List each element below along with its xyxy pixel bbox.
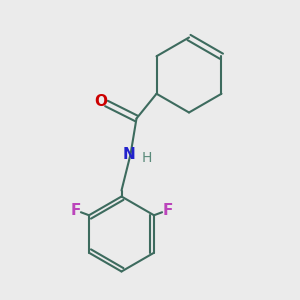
Text: F: F — [70, 203, 81, 218]
Text: O: O — [94, 94, 108, 110]
Text: H: H — [142, 151, 152, 164]
Text: N: N — [123, 147, 135, 162]
Text: F: F — [162, 203, 173, 218]
